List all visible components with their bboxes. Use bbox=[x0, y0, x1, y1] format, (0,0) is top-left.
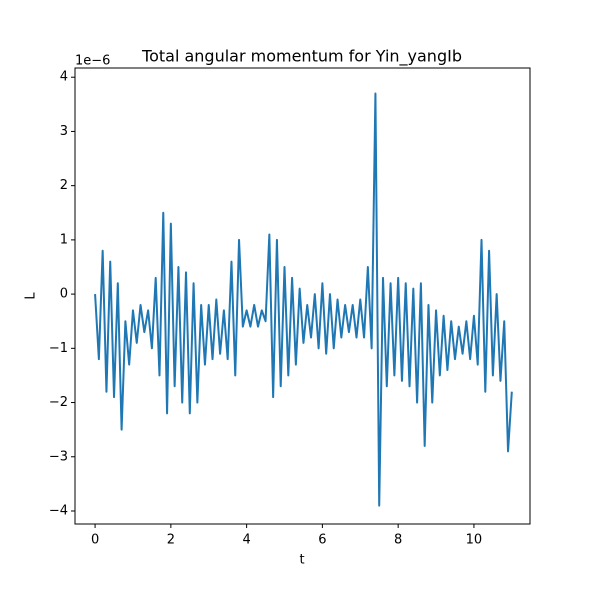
y-tick-label: 1 bbox=[60, 232, 68, 247]
y-tick-label: −1 bbox=[49, 341, 68, 356]
x-tick-label: 8 bbox=[394, 533, 402, 548]
y-tick-label: 3 bbox=[60, 124, 68, 139]
x-tick-label: 6 bbox=[318, 533, 326, 548]
x-tick-label: 4 bbox=[242, 533, 250, 548]
y-tick-label: −3 bbox=[49, 449, 68, 464]
y-tick-label: 4 bbox=[60, 70, 68, 85]
x-axis-label: t bbox=[299, 553, 304, 568]
x-tick-label: 0 bbox=[91, 533, 99, 548]
y-tick-label: −4 bbox=[49, 503, 68, 518]
plot-frame bbox=[74, 67, 531, 525]
x-tick-label: 10 bbox=[466, 533, 483, 548]
x-tick-label: 2 bbox=[167, 533, 175, 548]
y-tick-label: 2 bbox=[60, 178, 68, 193]
y-tick-label: −2 bbox=[49, 395, 68, 410]
y-tick-label: 0 bbox=[60, 287, 68, 302]
chart-title: Total angular momentum for Yin_yangIb bbox=[141, 47, 462, 67]
y-offset-label: 1e−6 bbox=[75, 54, 110, 69]
y-axis-label: L bbox=[24, 292, 39, 300]
data-line bbox=[94, 92, 513, 507]
